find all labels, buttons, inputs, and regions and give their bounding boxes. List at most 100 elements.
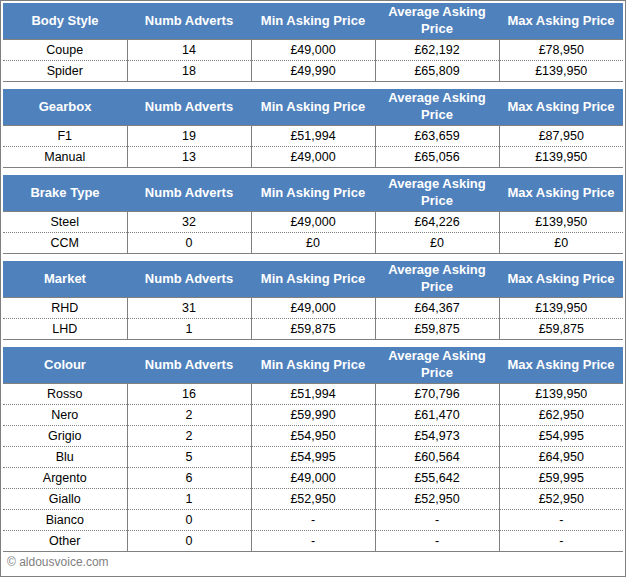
category-header: Brake Type (3, 175, 127, 212)
column-header: Max Asking Price (499, 3, 623, 40)
category-cell: Giallo (3, 489, 127, 510)
value-cell: £60,564 (375, 447, 499, 468)
column-header: Max Asking Price (499, 347, 623, 384)
table-row: Manual13£49,000£65,056£139,950 (3, 147, 623, 168)
summary-table: MarketNumb AdvertsMin Asking PriceAverag… (3, 261, 623, 340)
value-cell: 0 (127, 531, 251, 552)
table-header-row: Body StyleNumb AdvertsMin Asking PriceAv… (3, 3, 623, 40)
category-cell: Bianco (3, 510, 127, 531)
category-header: Body Style (3, 3, 127, 40)
column-header: Min Asking Price (251, 175, 375, 212)
value-cell: 2 (127, 405, 251, 426)
table-row: Steel32£49,000£64,226£139,950 (3, 212, 623, 233)
value-cell: 1 (127, 489, 251, 510)
value-cell: £54,995 (251, 447, 375, 468)
value-cell: £59,875 (251, 319, 375, 340)
value-cell: £49,990 (251, 61, 375, 82)
category-header: Market (3, 261, 127, 298)
table-row: CCM0£0£0£0 (3, 233, 623, 254)
table-row: Argento6£49,000£55,642£59,995 (3, 468, 623, 489)
summary-table: ColourNumb AdvertsMin Asking PriceAverag… (3, 347, 623, 552)
value-cell: £139,950 (499, 147, 623, 168)
column-header: Numb Adverts (127, 89, 251, 126)
value-cell: £59,990 (251, 405, 375, 426)
value-cell: £49,000 (251, 468, 375, 489)
value-cell: 19 (127, 126, 251, 147)
value-cell: £49,000 (251, 298, 375, 319)
column-header: Numb Adverts (127, 347, 251, 384)
category-header: Gearbox (3, 89, 127, 126)
summary-table: Brake TypeNumb AdvertsMin Asking PriceAv… (3, 175, 623, 254)
value-cell: 6 (127, 468, 251, 489)
category-cell: LHD (3, 319, 127, 340)
column-header: Min Asking Price (251, 261, 375, 298)
value-cell: £139,950 (499, 298, 623, 319)
column-header: Min Asking Price (251, 347, 375, 384)
value-cell: £70,796 (375, 384, 499, 405)
value-cell: 13 (127, 147, 251, 168)
category-cell: Argento (3, 468, 127, 489)
value-cell: £54,995 (499, 426, 623, 447)
value-cell: £52,950 (375, 489, 499, 510)
table-header-row: MarketNumb AdvertsMin Asking PriceAverag… (3, 261, 623, 298)
category-cell: Coupe (3, 40, 127, 61)
value-cell: - (251, 531, 375, 552)
value-cell: 32 (127, 212, 251, 233)
value-cell: £49,000 (251, 212, 375, 233)
value-cell: £64,367 (375, 298, 499, 319)
value-cell: 16 (127, 384, 251, 405)
category-cell: Manual (3, 147, 127, 168)
value-cell: £87,950 (499, 126, 623, 147)
category-cell: F1 (3, 126, 127, 147)
category-cell: CCM (3, 233, 127, 254)
value-cell: £49,000 (251, 40, 375, 61)
category-cell: Grigio (3, 426, 127, 447)
value-cell: 18 (127, 61, 251, 82)
footer-text: © aldousvoice.com (7, 555, 109, 569)
category-cell: Rosso (3, 384, 127, 405)
value-cell: £51,994 (251, 384, 375, 405)
column-header: Max Asking Price (499, 261, 623, 298)
column-header: Average Asking Price (375, 89, 499, 126)
table-header-row: GearboxNumb AdvertsMin Asking PriceAvera… (3, 89, 623, 126)
value-cell: £0 (499, 233, 623, 254)
category-cell: Nero (3, 405, 127, 426)
summary-table: Body StyleNumb AdvertsMin Asking PriceAv… (3, 3, 623, 82)
value-cell: £59,875 (375, 319, 499, 340)
table-row: Giallo1£52,950£52,950£52,950 (3, 489, 623, 510)
table-row: Other0--- (3, 531, 623, 552)
summary-table: GearboxNumb AdvertsMin Asking PriceAvera… (3, 89, 623, 168)
table-row: Blu5£54,995£60,564£64,950 (3, 447, 623, 468)
table-row: Grigio2£54,950£54,973£54,995 (3, 426, 623, 447)
table-row: LHD1£59,875£59,875£59,875 (3, 319, 623, 340)
value-cell: £139,950 (499, 384, 623, 405)
value-cell: £54,973 (375, 426, 499, 447)
table-row: Spider18£49,990£65,809£139,950 (3, 61, 623, 82)
value-cell: £51,994 (251, 126, 375, 147)
value-cell: £78,950 (499, 40, 623, 61)
value-cell: £52,950 (251, 489, 375, 510)
summary-tables: Body StyleNumb AdvertsMin Asking PriceAv… (3, 3, 623, 552)
value-cell: £49,000 (251, 147, 375, 168)
value-cell: £64,950 (499, 447, 623, 468)
value-cell: £65,809 (375, 61, 499, 82)
value-cell: 5 (127, 447, 251, 468)
category-cell: Other (3, 531, 127, 552)
table-row: Coupe14£49,000£62,192£78,950 (3, 40, 623, 61)
value-cell: - (375, 510, 499, 531)
column-header: Max Asking Price (499, 89, 623, 126)
column-header: Numb Adverts (127, 261, 251, 298)
value-cell: £62,950 (499, 405, 623, 426)
column-header: Min Asking Price (251, 89, 375, 126)
column-header: Max Asking Price (499, 175, 623, 212)
value-cell: £59,875 (499, 319, 623, 340)
column-header: Min Asking Price (251, 3, 375, 40)
category-cell: Blu (3, 447, 127, 468)
value-cell: £0 (375, 233, 499, 254)
value-cell: £139,950 (499, 212, 623, 233)
value-cell: £65,056 (375, 147, 499, 168)
category-cell: Spider (3, 61, 127, 82)
table-row: F119£51,994£63,659£87,950 (3, 126, 623, 147)
value-cell: 1 (127, 319, 251, 340)
table-row: Nero2£59,990£61,470£62,950 (3, 405, 623, 426)
